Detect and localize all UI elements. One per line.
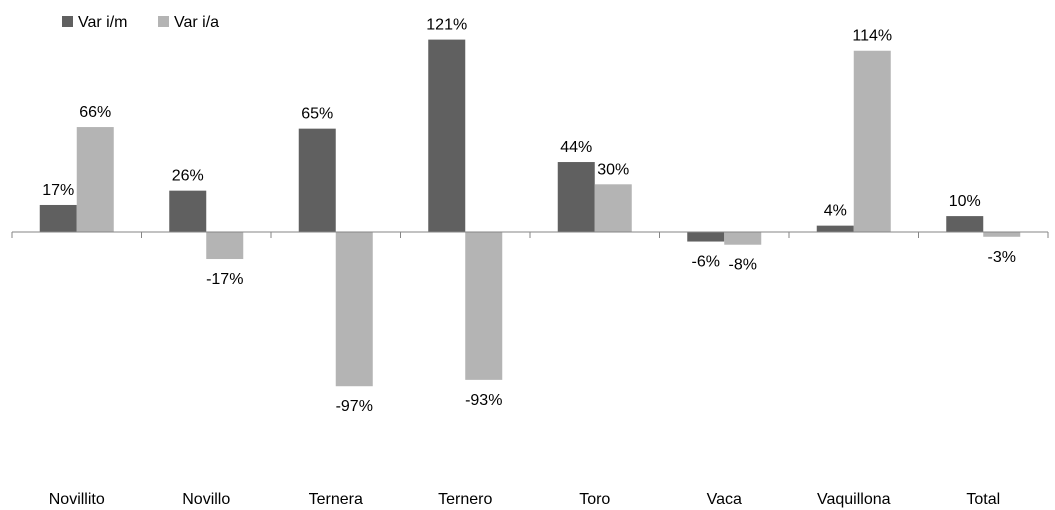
bar-toro-series-2 [594,184,632,232]
data-label-total-series-1: 10% [949,193,981,210]
bar-vaca-series-1 [687,232,725,242]
data-label-novillito-series-1: 17% [42,182,74,199]
category-label-total: Total [966,491,1000,508]
legend-label-series-1: Var i/m [78,14,127,31]
bar-ternera-series-1 [298,128,336,232]
bar-novillito-series-1 [39,204,77,232]
data-label-ternero-series-1: 121% [426,17,467,34]
bars-group [39,39,1021,387]
bar-vaquillona-series-2 [853,50,891,232]
bar-novillito-series-2 [76,127,114,232]
data-label-vaquillona-series-1: 4% [824,203,847,220]
category-label-toro: Toro [579,491,610,508]
data-label-vaca-series-1: -6% [692,254,720,271]
data-label-total-series-2: -3% [988,249,1016,266]
data-label-toro-series-1: 44% [560,139,592,156]
bar-vaquillona-series-1 [816,225,854,232]
bar-ternero-series-2 [465,232,503,380]
legend-swatch-series-2 [158,16,169,27]
data-label-ternero-series-2: -93% [465,392,502,409]
legend: Var i/m Var i/a [62,14,219,31]
category-label-vaca: Vaca [707,491,742,508]
data-label-toro-series-2: 30% [597,161,629,178]
data-label-novillo-series-1: 26% [172,168,204,185]
x-axis [11,231,1049,238]
category-label-novillo: Novillo [182,491,230,508]
data-label-novillito-series-2: 66% [79,104,111,121]
bar-ternero-series-1 [428,39,466,232]
category-label-vaquillona: Vaquillona [817,491,891,508]
legend-swatch-series-1 [62,16,73,27]
category-labels-group: Novillito Novillo Ternera Ternero Toro Vaca Va… [49,491,1000,508]
bar-total-series-1 [946,216,984,232]
bar-vaca-series-2 [724,232,762,245]
data-label-ternera-series-1: 65% [301,106,333,123]
bar-ternera-series-2 [335,232,373,387]
data-label-novillo-series-2: -17% [206,271,243,288]
bar-total-series-2 [983,232,1021,237]
data-label-ternera-series-2: -97% [336,398,373,415]
data-label-vaca-series-2: -8% [729,257,757,274]
category-label-ternera: Ternera [309,491,363,508]
data-labels-group: 17% 66% 26% -17% 65% -97% 121% -93% 44% 30% -6% -8%… [42,17,1016,416]
data-label-vaquillona-series-2: 114% [852,28,892,45]
bar-novillo-series-1 [169,190,207,232]
category-label-novillito: Novillito [49,491,105,508]
legend-label-series-2: Var i/a [174,14,219,31]
category-label-ternero: Ternero [438,491,492,508]
bar-toro-series-1 [557,162,595,232]
bar-novillo-series-2 [206,232,244,260]
